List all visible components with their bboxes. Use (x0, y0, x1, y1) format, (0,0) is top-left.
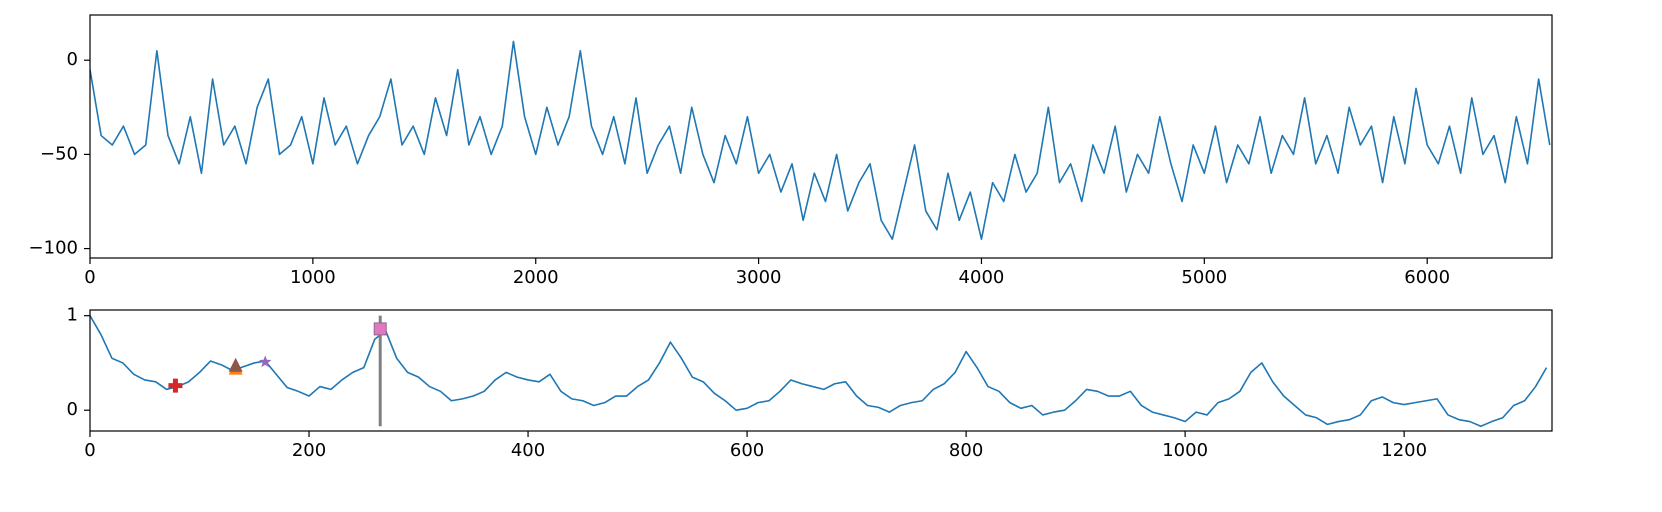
x-tick-label: 200 (292, 440, 326, 461)
x-tick-label: 600 (730, 440, 764, 461)
x-tick-label: 6000 (1404, 267, 1450, 288)
y-tick-label: −50 (40, 143, 78, 164)
x-tick-label: 3000 (736, 267, 782, 288)
x-tick-label: 5000 (1181, 267, 1227, 288)
y-tick-label: 0 (67, 49, 78, 70)
axes-frame (89, 14, 1553, 259)
x-tick-label: 1000 (1162, 440, 1208, 461)
x-tick-label: 0 (84, 267, 95, 288)
marker (168, 378, 183, 393)
y-tick-label: −100 (29, 238, 78, 259)
marker (228, 357, 243, 372)
marker (259, 355, 272, 368)
x-tick-label: 800 (949, 440, 983, 461)
x-tick-label: 2000 (513, 267, 559, 288)
line (90, 315, 1548, 428)
x-tick-label: 4000 (959, 267, 1005, 288)
y-tick-label: 0 (67, 399, 78, 420)
axes-frame (89, 309, 1553, 432)
x-tick-label: 1200 (1381, 440, 1427, 461)
y-tick-label: 1 (67, 305, 78, 326)
marker (373, 322, 387, 336)
x-tick-label: 0 (84, 440, 95, 461)
line (90, 40, 1551, 240)
x-tick-label: 400 (511, 440, 545, 461)
x-tick-label: 1000 (290, 267, 336, 288)
